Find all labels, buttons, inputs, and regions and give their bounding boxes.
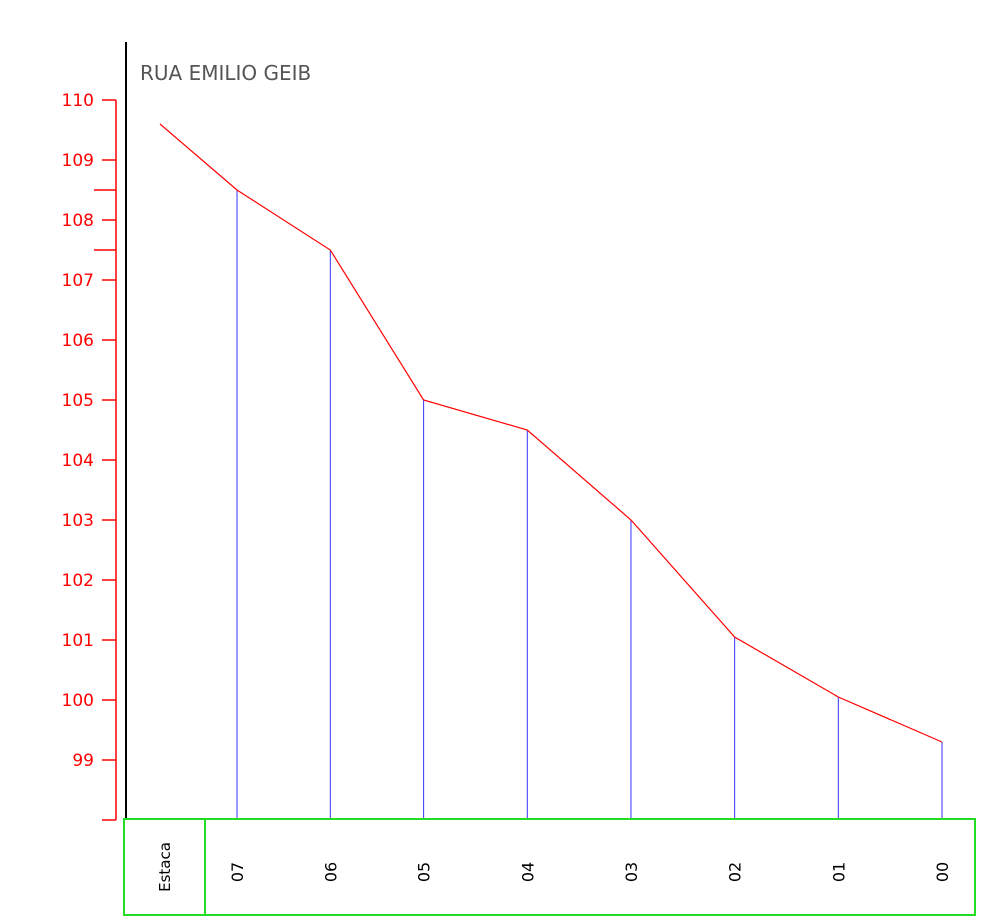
station-labels: 07 06 05 04 03 02 01 00 [228,862,952,882]
station-label: 04 [518,862,537,882]
estaca-table: Estaca [123,818,976,916]
y-tick-label: 105 [62,391,94,411]
station-label: 02 [726,862,745,882]
y-tick-label: 106 [62,331,94,351]
y-tick-label: 103 [62,511,94,531]
y-ticks: 99 100 101 102 103 104 105 106 107 108 109 110 [62,91,116,821]
chart-title: RUA EMILIO GEIB [140,61,311,85]
station-label: 01 [829,862,848,882]
station-label: 05 [415,862,434,882]
profile-line [159,123,943,743]
y-tick-label: 102 [62,571,94,591]
y-tick-label: 107 [62,271,94,291]
station-label: 06 [321,862,340,882]
y-tick-label: 110 [62,91,94,111]
y-tick-label: 99 [72,751,94,771]
station-label: 07 [228,862,247,882]
y-tick-label: 100 [62,691,94,711]
y-tick-label: 109 [62,151,94,171]
station-lines [236,190,943,818]
table-border [123,818,976,916]
station-label: 00 [933,862,952,882]
y-tick-label: 108 [62,211,94,231]
table-header-label: Estaca [156,842,174,892]
y-tick-label: 101 [62,631,94,651]
y-minor-ticks [94,189,116,251]
y-tick-label: 104 [62,451,94,471]
station-label: 03 [622,862,641,882]
